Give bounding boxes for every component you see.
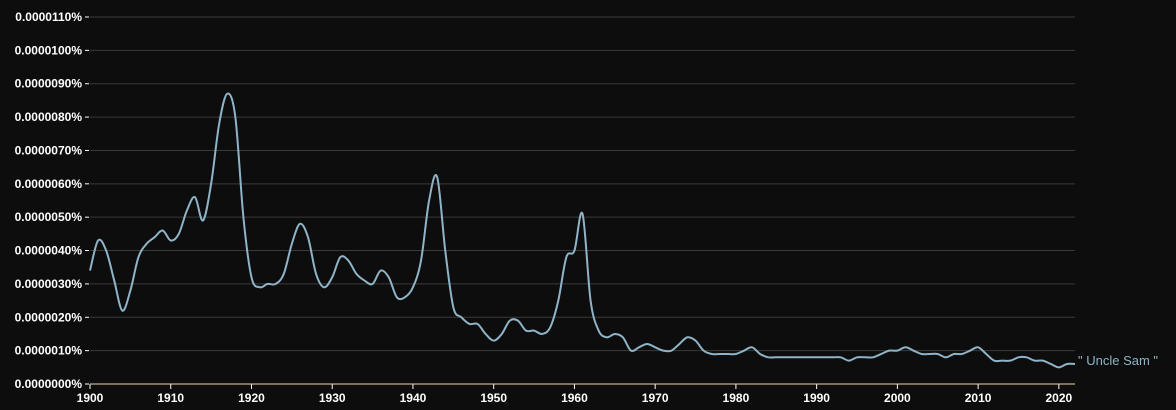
- y-tick-label: 0.0000100%: [15, 43, 83, 57]
- y-tick-label: 0.0000090%: [15, 77, 83, 91]
- y-tick-label: 0.0000060%: [15, 177, 83, 191]
- y-tick-label: 0.0000110%: [15, 10, 82, 24]
- y-tick-label: 0.0000000%: [15, 377, 83, 391]
- x-tick-label: 1940: [400, 391, 427, 405]
- y-tick-label: 0.0000070%: [15, 143, 83, 157]
- x-tick-label: 1950: [480, 391, 507, 405]
- series-line-uncle-sam[interactable]: [89, 92, 1076, 369]
- x-axis-ticks: 1900 1910 1920 1930 1940 1950 1960 1970 1980 1990…: [77, 384, 1073, 405]
- y-axis-ticks: 0.0000000% 0.0000010% 0.0000020% 0.0000030%…: [15, 10, 89, 391]
- gridlines: [90, 16, 1075, 352]
- series-label[interactable]: " Uncle Sam ": [1078, 353, 1158, 368]
- x-tick-label: 1970: [642, 391, 669, 405]
- x-tick-label: 2000: [884, 391, 911, 405]
- y-tick-label: 0.0000080%: [15, 110, 83, 124]
- x-tick-label: 2010: [965, 391, 992, 405]
- y-tick-label: 0.0000030%: [15, 277, 83, 291]
- y-tick-label: 0.0000010%: [15, 344, 83, 358]
- series-layer: " Uncle Sam ": [89, 92, 1158, 369]
- y-tick-label: 0.0000050%: [15, 210, 83, 224]
- x-tick-label: 1930: [319, 391, 346, 405]
- x-tick-label: 1910: [157, 391, 184, 405]
- y-tick-label: 0.0000020%: [15, 310, 83, 324]
- x-tick-label: 1960: [561, 391, 588, 405]
- x-tick-label: 1990: [803, 391, 830, 405]
- x-tick-label: 1900: [77, 391, 104, 405]
- y-tick-label: 0.0000040%: [15, 244, 83, 258]
- x-tick-label: 1980: [723, 391, 750, 405]
- x-tick-label: 2020: [1046, 391, 1073, 405]
- x-tick-label: 1920: [238, 391, 265, 405]
